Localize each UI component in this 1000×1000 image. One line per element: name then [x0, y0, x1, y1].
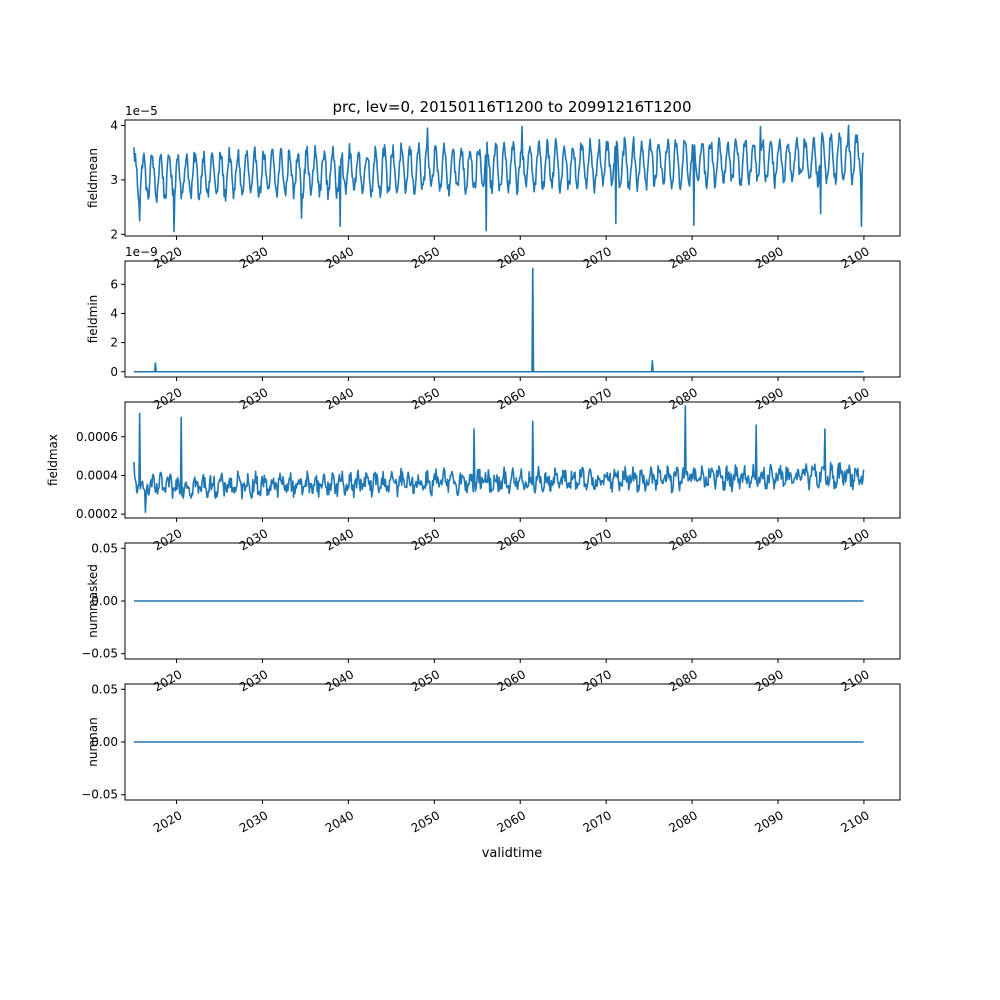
y-axis-label-fieldmin: fieldmin — [86, 295, 100, 344]
series-line-fieldmean — [133, 124, 865, 233]
y-tick-label: −0.05 — [81, 647, 118, 661]
y-tick-label: 2 — [110, 227, 118, 241]
series-line-fieldmin — [133, 267, 864, 373]
y-axis-label-nummasked: nummasked — [86, 564, 100, 638]
y-tick-label: −0.05 — [81, 788, 118, 802]
y-tick-label: 0.0002 — [76, 507, 118, 521]
y-tick-label: 0.05 — [91, 541, 118, 555]
offset-text-fieldmin: 1e−9 — [125, 245, 158, 259]
x-axis-label: validtime — [482, 846, 543, 861]
y-tick-label: 0.0004 — [76, 468, 118, 482]
y-tick-label: 6 — [110, 277, 118, 291]
y-tick-label: 0.0006 — [76, 430, 118, 444]
y-tick-label: 3 — [110, 173, 118, 187]
y-tick-label: 0.05 — [91, 682, 118, 696]
y-axis-label-numnan: numnan — [86, 717, 100, 766]
y-tick-label: 0 — [110, 365, 118, 379]
chart-title: prc, lev=0, 20150116T1200 to 20991216T12… — [332, 98, 691, 116]
y-tick-label: 2 — [110, 336, 118, 350]
y-axis-label-fieldmax: fieldmax — [46, 434, 60, 486]
axes-frame-fieldmean — [124, 119, 901, 237]
series-line-fieldmax — [133, 405, 865, 513]
y-tick-label: 4 — [110, 118, 118, 132]
axes-frame-fieldmax — [124, 401, 901, 519]
y-tick-label: 4 — [110, 306, 118, 320]
y-tick-label: 0.00 — [91, 594, 118, 608]
axes-frame-fieldmin — [124, 260, 901, 378]
y-tick-label: 0.00 — [91, 735, 118, 749]
offset-text-fieldmean: 1e−5 — [125, 104, 158, 118]
y-axis-label-fieldmean: fieldmean — [86, 148, 100, 208]
